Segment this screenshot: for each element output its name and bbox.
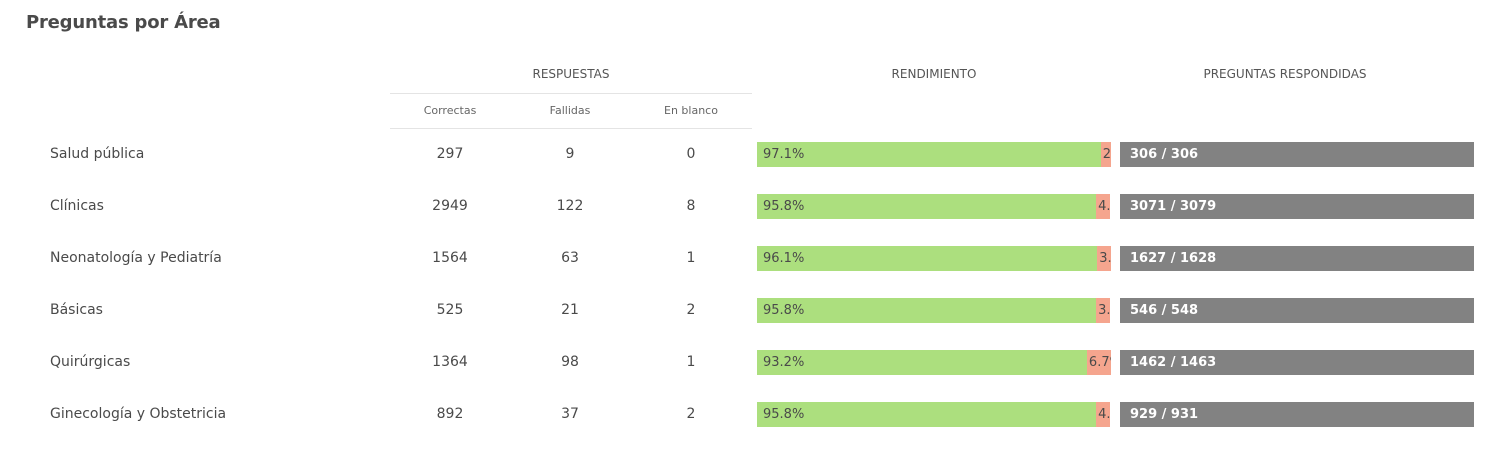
table-row: Ginecología y Obstetricia 892 37 2 95.8%…	[0, 402, 1490, 428]
rendimiento-bar: 95.8% 4.0%	[757, 194, 1111, 219]
preguntas-respondidas-bar: 306 / 306	[1120, 142, 1474, 167]
correctas-value: 892	[436, 406, 464, 422]
fallidas-value: 98	[561, 354, 579, 370]
header-divider-bottom	[390, 128, 752, 129]
area-name: Quirúrgicas	[50, 354, 131, 370]
rendimiento-bar: 95.8% 3.8%	[757, 298, 1111, 323]
rendimiento-failed-label: 4.0%	[1098, 199, 1111, 214]
table-row: Clínicas 2949 122 8 95.8% 4.0% 3071 / 30…	[0, 194, 1490, 220]
rendimiento-bar: 96.1% 3.9%	[757, 246, 1111, 271]
table-row: Salud pública 297 9 0 97.1% 2.9% 306 / 3…	[0, 142, 1490, 168]
preguntas-respondidas-bar: 1462 / 1463	[1120, 350, 1474, 375]
fallidas-value: 63	[561, 250, 579, 266]
area-name: Salud pública	[50, 146, 145, 162]
preguntas-respondidas-value: 929 / 931	[1130, 407, 1199, 422]
rendimiento-correct-segment: 95.8%	[757, 194, 1097, 219]
preguntas-respondidas-bar: 3071 / 3079	[1120, 194, 1474, 219]
rendimiento-failed-segment: 3.9%	[1097, 246, 1111, 271]
correctas-value: 297	[436, 146, 464, 162]
rendimiento-correct-label: 95.8%	[763, 407, 805, 422]
preguntas-respondidas-value: 1627 / 1628	[1130, 251, 1217, 266]
fallidas-value: 37	[561, 406, 579, 422]
fallidas-value: 21	[561, 302, 579, 318]
area-name: Básicas	[50, 302, 103, 318]
en-blanco-value: 2	[686, 406, 696, 422]
rendimiento-failed-label: 4.0%	[1098, 407, 1111, 422]
correctas-value: 1564	[432, 250, 468, 266]
rendimiento-failed-segment: 6.7%	[1086, 350, 1111, 375]
fallidas-header: Fallidas	[549, 104, 591, 117]
rendimiento-failed-label: 6.7%	[1088, 355, 1111, 370]
en-blanco-header: En blanco	[664, 104, 718, 117]
rendimiento-failed-label: 2.9%	[1102, 147, 1111, 162]
rendimiento-failed-segment: 2.9%	[1100, 142, 1111, 167]
area-name: Ginecología y Obstetricia	[50, 406, 227, 422]
fallidas-value: 9	[565, 146, 575, 162]
table-row: Básicas 525 21 2 95.8% 3.8% 546 / 548	[0, 298, 1490, 324]
table-row: Quirúrgicas 1364 98 1 93.2% 6.7% 1462 / …	[0, 350, 1490, 376]
rendimiento-bar: 97.1% 2.9%	[757, 142, 1111, 167]
preguntas-respondidas-header: PREGUNTAS RESPONDIDAS	[1203, 67, 1367, 81]
header-divider-top	[390, 93, 752, 94]
rendimiento-correct-label: 93.2%	[763, 355, 805, 370]
rendimiento-bar: 95.8% 4.0%	[757, 402, 1111, 427]
preguntas-respondidas-value: 306 / 306	[1130, 147, 1199, 162]
en-blanco-value: 1	[686, 354, 696, 370]
rendimiento-correct-label: 95.8%	[763, 303, 805, 318]
rendimiento-failed-label: 3.9%	[1099, 251, 1111, 266]
rendimiento-correct-segment: 93.2%	[757, 350, 1087, 375]
area-name: Neonatología y Pediatría	[50, 250, 222, 266]
rendimiento-correct-segment: 95.8%	[757, 402, 1097, 427]
preguntas-respondidas-bar: 1627 / 1628	[1120, 246, 1474, 271]
table-row: Neonatología y Pediatría 1564 63 1 96.1%…	[0, 246, 1490, 272]
preguntas-respondidas-value: 1462 / 1463	[1130, 355, 1217, 370]
rendimiento-bar: 93.2% 6.7%	[757, 350, 1111, 375]
page-title: Preguntas por Área	[26, 12, 221, 33]
correctas-value: 1364	[432, 354, 468, 370]
rendimiento-correct-segment: 96.1%	[757, 246, 1098, 271]
en-blanco-value: 8	[686, 198, 696, 214]
rendimiento-header: RENDIMIENTO	[891, 67, 977, 81]
correctas-value: 2949	[432, 198, 468, 214]
rendimiento-failed-label: 3.8%	[1098, 303, 1110, 318]
rendimiento-correct-label: 96.1%	[763, 251, 805, 266]
respuestas-header: RESPUESTAS	[532, 67, 610, 81]
rendimiento-failed-segment: 4.0%	[1096, 402, 1111, 427]
correctas-value: 525	[436, 302, 464, 318]
fallidas-value: 122	[556, 198, 584, 214]
en-blanco-value: 1	[686, 250, 696, 266]
preguntas-respondidas-bar: 929 / 931	[1120, 402, 1474, 427]
preguntas-respondidas-value: 546 / 548	[1130, 303, 1199, 318]
rendimiento-failed-segment: 4.0%	[1096, 194, 1111, 219]
preguntas-respondidas-value: 3071 / 3079	[1130, 199, 1217, 214]
en-blanco-value: 0	[686, 146, 696, 162]
preguntas-respondidas-bar: 546 / 548	[1120, 298, 1474, 323]
correctas-header: Correctas	[423, 104, 477, 117]
area-name: Clínicas	[50, 198, 104, 214]
rendimiento-correct-label: 95.8%	[763, 199, 805, 214]
rendimiento-failed-segment: 3.8%	[1096, 298, 1110, 323]
rendimiento-correct-label: 97.1%	[763, 147, 805, 162]
en-blanco-value: 2	[686, 302, 696, 318]
rendimiento-correct-segment: 95.8%	[757, 298, 1097, 323]
rendimiento-correct-segment: 97.1%	[757, 142, 1101, 167]
